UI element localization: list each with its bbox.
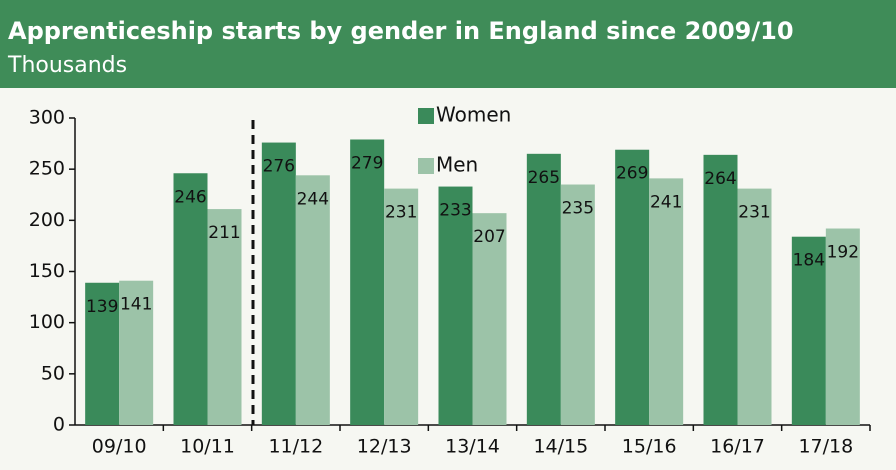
y-tick-label: 100 bbox=[29, 311, 65, 333]
y-tick-label: 250 bbox=[29, 158, 65, 180]
bar bbox=[207, 209, 242, 425]
bar bbox=[438, 186, 473, 425]
bar bbox=[737, 188, 772, 425]
value-label: 207 bbox=[473, 227, 505, 247]
x-tick-label: 17/18 bbox=[798, 436, 853, 458]
bar bbox=[384, 188, 419, 425]
bar bbox=[85, 282, 120, 425]
x-tick-label: 16/17 bbox=[710, 436, 765, 458]
legend-label: Men bbox=[436, 153, 478, 177]
x-tick-label: 09/10 bbox=[92, 436, 147, 458]
bar bbox=[791, 236, 826, 425]
y-tick-label: 300 bbox=[29, 107, 65, 129]
bar bbox=[295, 175, 330, 425]
value-label: 211 bbox=[208, 223, 240, 243]
value-label: 192 bbox=[827, 243, 859, 263]
bar bbox=[526, 153, 561, 426]
value-label: 246 bbox=[174, 187, 206, 207]
x-tick-label: 13/14 bbox=[445, 436, 500, 458]
bar bbox=[472, 213, 507, 425]
legend-swatch bbox=[418, 158, 434, 174]
value-label: 241 bbox=[650, 192, 682, 212]
x-tick-label: 14/15 bbox=[533, 436, 588, 458]
value-label: 139 bbox=[86, 297, 118, 317]
y-tick-label: 200 bbox=[29, 209, 65, 231]
bar bbox=[350, 139, 385, 426]
legend-label: Women bbox=[436, 103, 511, 127]
bar bbox=[615, 149, 650, 425]
value-label: 279 bbox=[351, 153, 383, 173]
y-tick-label: 50 bbox=[41, 362, 65, 384]
value-label: 235 bbox=[562, 199, 594, 219]
bar bbox=[261, 142, 296, 425]
value-label: 231 bbox=[738, 203, 770, 223]
value-label: 184 bbox=[793, 251, 825, 271]
y-tick-label: 150 bbox=[29, 260, 65, 282]
legend-swatch bbox=[418, 108, 434, 124]
x-tick-label: 10/11 bbox=[180, 436, 235, 458]
value-label: 141 bbox=[120, 295, 152, 315]
x-tick-label: 11/12 bbox=[268, 436, 323, 458]
bar bbox=[560, 184, 595, 425]
value-label: 264 bbox=[704, 169, 736, 189]
bar bbox=[825, 228, 860, 425]
header bbox=[0, 0, 896, 88]
chart-subtitle: Thousands bbox=[7, 53, 127, 78]
value-label: 269 bbox=[616, 164, 648, 184]
chart-title: Apprenticeship starts by gender in Engla… bbox=[8, 17, 794, 45]
value-label: 276 bbox=[263, 157, 295, 177]
bar bbox=[649, 178, 684, 425]
x-tick-label: 12/13 bbox=[357, 436, 412, 458]
bar bbox=[703, 154, 738, 425]
value-label: 233 bbox=[439, 201, 471, 221]
value-label: 244 bbox=[297, 189, 329, 209]
y-tick-label: 0 bbox=[53, 414, 65, 436]
value-label: 231 bbox=[385, 203, 417, 223]
value-label: 265 bbox=[528, 168, 560, 188]
x-tick-label: 15/16 bbox=[622, 436, 677, 458]
bar bbox=[119, 280, 154, 425]
bar bbox=[173, 173, 208, 425]
